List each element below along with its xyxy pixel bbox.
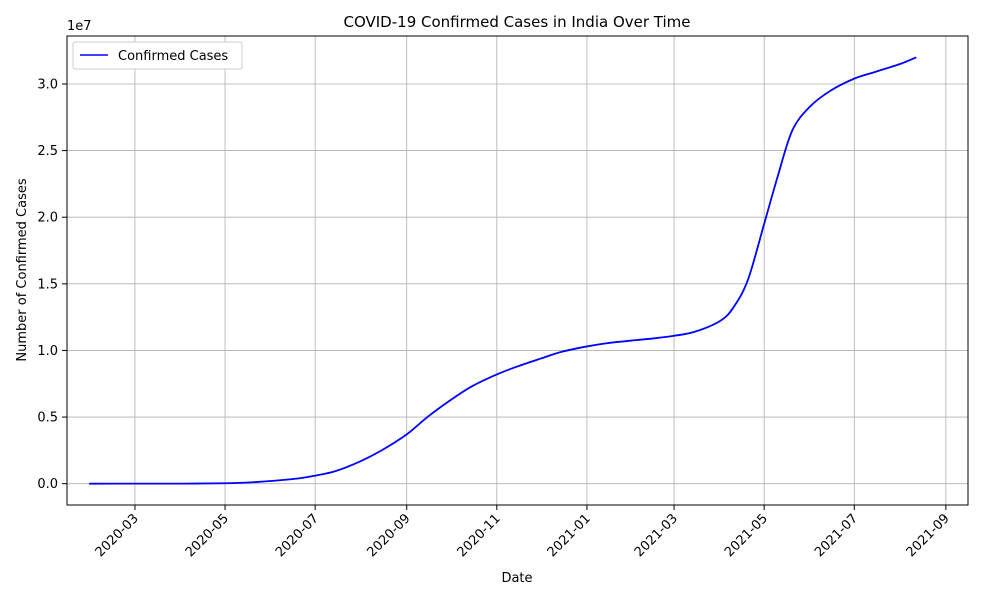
y-offset-label: 1e7: [67, 19, 92, 34]
y-tick-label: 0.0: [37, 477, 58, 492]
y-tick-label: 2.5: [37, 144, 58, 159]
y-tick-label: 3.0: [37, 77, 58, 92]
plot-frame: [66, 35, 969, 506]
x-axis-title: Date: [501, 571, 532, 586]
y-tick-label: 0.5: [37, 411, 58, 426]
y-tick-label: 2.0: [37, 211, 58, 226]
legend-label: Confirmed Cases: [118, 49, 228, 64]
y-axis: 0.0 0.5 1.0 1.5 2.0 2.5 3.0: [37, 77, 67, 492]
chart-title: COVID-19 Confirmed Cases in India Over T…: [343, 13, 690, 31]
legend: Confirmed Cases: [72, 41, 243, 70]
y-axis-title: Number of Confirmed Cases: [15, 178, 30, 361]
y-tick-label: 1.5: [37, 277, 58, 292]
series-line-confirmed-cases: [89, 56, 917, 485]
legend-box: [72, 41, 243, 70]
series-layer: [89, 56, 917, 485]
y-tick-label: 1.0: [37, 344, 58, 359]
